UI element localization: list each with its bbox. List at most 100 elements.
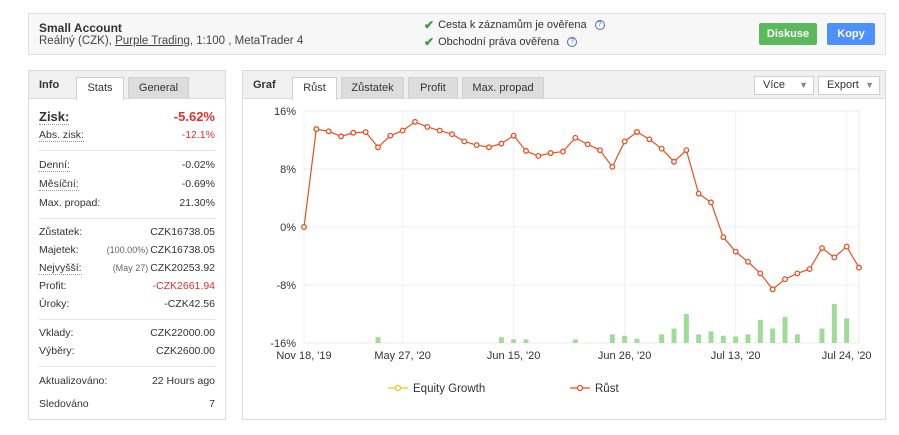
volume-bar (745, 334, 751, 343)
volume-bar (720, 335, 726, 343)
growth-point (399, 127, 406, 134)
abs-gain-value: -12.1% (181, 129, 215, 141)
volume-bar (831, 303, 837, 343)
daily-value: -0.02% (181, 159, 215, 171)
help-icon[interactable]: ? (594, 20, 605, 30)
growth-point (584, 141, 591, 148)
help-icon[interactable]: ? (567, 37, 578, 47)
growth-point (387, 132, 394, 139)
balance-value: CZK16738.05 (150, 226, 215, 238)
legend-equity-marker (394, 384, 402, 392)
equity-percent: (100.00%) (106, 245, 149, 255)
interest-label: Úroky: (39, 298, 70, 310)
more-dropdown[interactable]: Více ▼ (754, 76, 814, 95)
growth-point (658, 145, 665, 152)
legend-growth-label: Růst (595, 383, 619, 395)
growth-point (350, 129, 357, 136)
volume-bar (498, 337, 504, 343)
growth-point (572, 134, 579, 141)
volume-bar (634, 338, 640, 343)
x-tick-label: Jul 13, '20 (711, 350, 761, 362)
profit-value: -CZK2661.94 (152, 280, 215, 292)
account-type: Reálný (CZK), (39, 35, 112, 47)
growth-point (535, 153, 542, 159)
monthly-label: Měsíční: (39, 178, 79, 191)
gain-label: Zisk: (39, 109, 70, 125)
volume-bar (782, 316, 788, 343)
growth-point (646, 136, 653, 143)
growth-point (782, 276, 788, 283)
broker-link[interactable]: Purple Trading (115, 35, 190, 47)
info-panel: Info Stats General Zisk: -5.62% Abs. zis… (28, 70, 226, 420)
growth-point (769, 286, 776, 293)
growth-point (683, 147, 690, 154)
growth-point (424, 124, 431, 130)
growth-point (695, 190, 702, 197)
volume-bar (770, 328, 776, 343)
growth-point (412, 118, 418, 125)
growth-point (671, 158, 677, 165)
deposits-label: Vklady: (39, 327, 74, 339)
chevron-down-icon: ▼ (865, 80, 874, 90)
growth-point (449, 131, 455, 138)
tab-general[interactable]: General (128, 77, 189, 99)
chevron-down-icon: ▼ (799, 80, 808, 90)
interest-value: -CZK42.56 (164, 298, 215, 310)
growth-point (708, 199, 714, 206)
export-dropdown[interactable]: Export ▼ (818, 76, 880, 95)
account-title: Small Account (39, 21, 122, 35)
volume-bar (733, 336, 739, 343)
volume-bar (844, 318, 850, 343)
info-tabbar: Info Stats General (29, 71, 225, 100)
growth-point (745, 258, 751, 265)
watched-label: Sledováno (39, 398, 89, 410)
tab-balance[interactable]: Zůstatek (341, 77, 404, 99)
x-tick-label: Jul 24, '20 (822, 350, 872, 362)
volume-bar (622, 335, 628, 343)
gain-value: -5.62% (173, 109, 215, 124)
volume-bar (523, 339, 529, 343)
discuss-button[interactable]: Diskuse (759, 23, 817, 45)
growth-point (461, 138, 468, 145)
profit-label: Profit: (39, 280, 67, 292)
chart-title: Graf (253, 79, 276, 91)
growth-point (473, 142, 480, 149)
watched-value: 7 (209, 398, 215, 410)
tab-drawdown[interactable]: Max. propad (462, 77, 544, 99)
highest-date: (May 27) (112, 263, 149, 273)
volume-bar (572, 339, 578, 343)
updated-value: 22 Hours ago (151, 375, 215, 387)
tab-stats[interactable]: Stats (76, 77, 124, 100)
tab-growth[interactable]: Růst (292, 77, 337, 100)
account-details: , 1:100 , MetaTrader 4 (189, 35, 304, 47)
growth-point (856, 264, 862, 271)
verification-text: Obchodní práva ověřena (438, 36, 560, 48)
growth-point (375, 144, 381, 151)
growth-point (338, 133, 344, 140)
balance-label: Zůstatek: (39, 226, 83, 238)
tab-profit[interactable]: Profit (408, 77, 458, 99)
growth-point (634, 129, 640, 135)
growth-point (843, 243, 850, 250)
legend-growth-marker (576, 384, 584, 392)
volume-bar (659, 334, 665, 343)
growth-point (547, 150, 554, 156)
volume-bar (609, 334, 615, 343)
growth-point (486, 144, 492, 151)
y-tick-label: -8% (276, 280, 296, 292)
chart-panel: Graf Růst Zůstatek Profit Max. propad Ví… (242, 70, 886, 420)
growth-point (313, 126, 320, 133)
growth-point (732, 248, 739, 255)
x-tick-label: Jun 26, '20 (598, 350, 651, 362)
equity-label: Majetek: (39, 244, 79, 256)
copy-button[interactable]: Kopy (827, 23, 875, 45)
legend-equity-label: Equity Growth (413, 383, 485, 395)
volume-bar (708, 331, 714, 343)
highest-value: CZK20253.92 (150, 262, 215, 274)
volume-bar (375, 337, 381, 343)
track-record-verified: ✔ Cesta k záznamům je ověřena ? (424, 18, 605, 32)
volume-bar (819, 328, 825, 343)
growth-line (303, 121, 860, 291)
growth-point (436, 127, 443, 134)
monthly-value: -0.69% (181, 178, 215, 190)
